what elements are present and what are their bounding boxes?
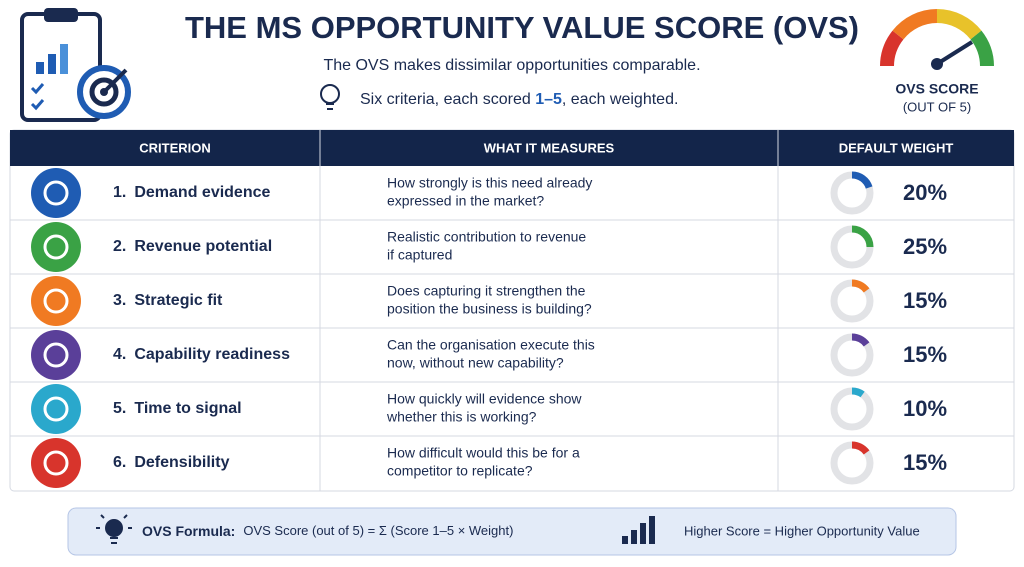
formula-label: OVS Formula: [142, 523, 235, 539]
measure-text: now, without new capability? [387, 355, 564, 371]
weight-label: 20% [903, 180, 947, 205]
criterion-name: 3. Strategic fit [113, 292, 223, 309]
criteria-line: Six criteria, each scored 1–5, each weig… [360, 91, 678, 108]
column-header: CRITERION [139, 140, 211, 155]
criterion-number: 3. [113, 292, 126, 309]
criterion-number: 5. [113, 400, 126, 417]
subtitle: The OVS makes dissimilar opportunities c… [323, 57, 700, 74]
criterion-label: Time to signal [134, 400, 241, 417]
criterion-label: Revenue potential [134, 238, 272, 255]
gauge-label: OVS SCORE [895, 81, 978, 97]
bulb-icon [96, 514, 132, 544]
criterion-name: 1. Demand evidence [113, 184, 271, 201]
criterion-icon-glyph [43, 234, 69, 260]
weight-donut [830, 171, 874, 215]
measure-text: if captured [387, 247, 452, 263]
criterion-label: Strategic fit [134, 292, 223, 309]
criterion-label: Demand evidence [134, 184, 270, 201]
criterion-icon [31, 384, 81, 434]
weight-label: 15% [903, 450, 947, 475]
criteria-range: 1–5 [535, 91, 562, 108]
weight-label: 15% [903, 288, 947, 313]
measure-text: competitor to replicate? [387, 463, 533, 479]
gauge-icon [880, 9, 994, 70]
weight-label: 25% [903, 234, 947, 259]
footer-note: Higher Score = Higher Opportunity Value [684, 523, 920, 538]
weight-donut [830, 279, 874, 323]
criterion-name: 5. Time to signal [113, 400, 242, 417]
measure-text: How quickly will evidence show [387, 391, 582, 407]
criterion-number: 6. [113, 454, 126, 471]
clipboard-icon [20, 8, 131, 122]
criterion-icon [31, 222, 81, 272]
weight-label: 15% [903, 342, 947, 367]
criterion-icon-glyph [43, 396, 69, 422]
table-body: 1. Demand evidence How strongly is this ne… [10, 168, 1014, 488]
criteria-text: Six criteria, each scored [360, 91, 535, 108]
criterion-icon-glyph [43, 288, 69, 314]
weight-donut [830, 225, 874, 269]
formula-text: OVS Score (out of 5) = Σ (Score 1–5 × We… [243, 523, 513, 538]
criteria-text: , each weighted. [562, 91, 679, 108]
criterion-label: Defensibility [134, 454, 229, 471]
criterion-name: 4. Capability readiness [113, 346, 290, 363]
criterion-icon-glyph [43, 342, 69, 368]
criterion-name: 6. Defensibility [113, 454, 230, 471]
column-header: WHAT IT MEASURES [484, 140, 615, 155]
title: THE MS OPPORTUNITY VALUE SCORE (OVS) [185, 10, 859, 45]
table-header [10, 130, 1014, 166]
column-header: DEFAULT WEIGHT [839, 140, 954, 155]
measure-text: position the business is building? [387, 301, 592, 317]
bars-icon [622, 516, 655, 544]
weight-donut [830, 387, 874, 431]
criterion-icon [31, 438, 81, 488]
footer-box [67, 507, 957, 556]
criterion-icon [31, 276, 81, 326]
measure-text: How strongly is this need already [387, 175, 592, 191]
weight-label: 10% [903, 396, 947, 421]
criterion-number: 4. [113, 346, 126, 363]
gauge-sublabel: (OUT OF 5) [903, 99, 971, 114]
criterion-icon-glyph [43, 180, 69, 206]
weight-donut [830, 441, 874, 485]
criterion-number: 1. [113, 184, 126, 201]
measure-text: Realistic contribution to revenue [387, 229, 586, 245]
measure-text: Does capturing it strengthen the [387, 283, 586, 299]
weight-donut [830, 333, 874, 377]
criterion-number: 2. [113, 238, 126, 255]
criterion-icon [31, 168, 81, 218]
measure-text: Can the organisation execute this [387, 337, 595, 353]
criterion-label: Capability readiness [134, 346, 290, 363]
measure-text: expressed in the market? [387, 193, 544, 209]
criterion-icon-glyph [43, 450, 69, 476]
formula: OVS Formula: OVS Score (out of 5) = Σ (Sc… [142, 523, 513, 539]
bulb-icon [320, 84, 340, 110]
criterion-icon [31, 330, 81, 380]
measure-text: How difficult would this be for a [387, 445, 580, 461]
criterion-name: 2. Revenue potential [113, 238, 272, 255]
measure-text: whether this is working? [386, 409, 537, 425]
